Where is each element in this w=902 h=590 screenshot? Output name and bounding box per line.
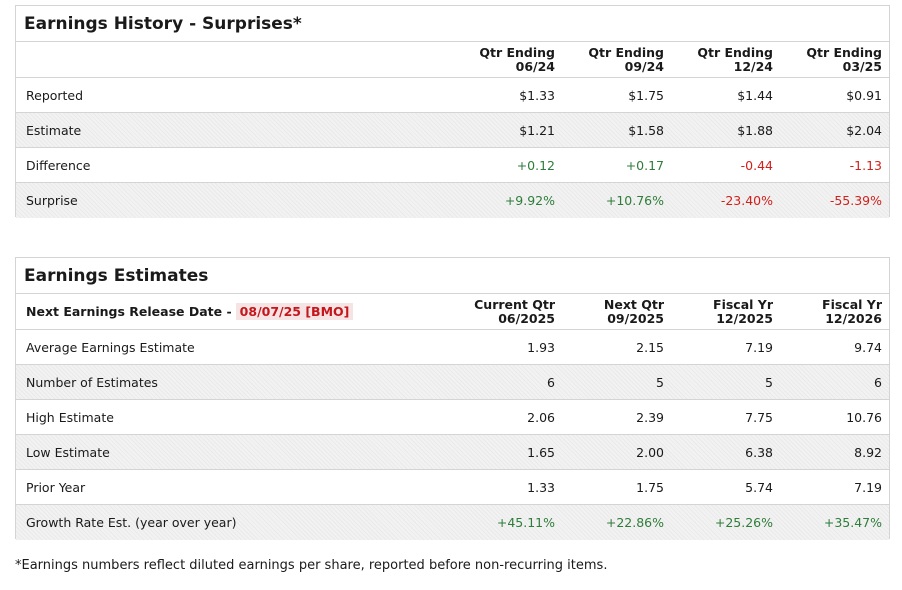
row-label: Prior Year [26,479,86,495]
table-cell: $1.58 [628,122,664,138]
table-row-surprise: Surprise +9.92% +10.76% -23.40% -55.39% [16,183,889,218]
table-cell: 6 [874,374,882,390]
table-cell: 2.15 [636,339,664,355]
table-cell: 10.76 [846,409,882,425]
table-cell: $1.21 [519,122,555,138]
table-row-growth-rate: Growth Rate Est. (year over year) +45.11… [16,505,889,540]
table-cell: 7.75 [745,409,773,425]
table-cell: $1.88 [737,122,773,138]
table-cell: 5.74 [745,479,773,495]
row-label: Estimate [26,122,82,138]
column-header: Qtr Ending 09/24 [588,44,664,74]
column-header: Fiscal Yr 12/2026 [822,296,882,326]
table-row-average-estimate: Average Earnings Estimate 1.93 2.15 7.19… [16,330,889,365]
table-cell: 7.19 [854,479,882,495]
next-release-date: 08/07/25 [BMO] [235,303,354,320]
table-cell: $1.44 [737,87,773,103]
row-label: Number of Estimates [26,374,158,390]
table-cell: -23.40% [720,193,773,208]
earnings-estimates-header-row: Next Earnings Release Date -08/07/25 [BM… [16,294,889,330]
table-cell: 9.74 [854,339,882,355]
row-label: High Estimate [26,409,114,425]
table-cell: 1.33 [527,479,555,495]
table-row-estimate: Estimate $1.21 $1.58 $1.88 $2.04 [16,113,889,148]
table-cell: $1.33 [519,87,555,103]
table-cell: 5 [765,374,773,390]
table-cell: +25.26% [714,515,773,530]
earnings-history-panel: Earnings History - Surprises* Qtr Ending… [15,5,890,218]
table-cell: +0.12 [516,157,555,173]
table-cell: 1.75 [636,479,664,495]
table-cell: 2.06 [527,409,555,425]
row-label: Difference [26,157,91,173]
table-cell: +35.47% [823,515,882,530]
table-cell: +22.86% [605,515,664,530]
table-cell: 7.19 [745,339,773,355]
table-cell: -0.44 [740,157,773,173]
table-row-difference: Difference +0.12 +0.17 -0.44 -1.13 [16,148,889,183]
table-cell: 6 [547,374,555,390]
row-label: Average Earnings Estimate [26,339,195,355]
table-cell: 1.93 [527,339,555,355]
table-cell: 2.39 [636,409,664,425]
table-row-prior-year: Prior Year 1.33 1.75 5.74 7.19 [16,470,889,505]
table-cell: +9.92% [504,193,555,208]
table-cell: 6.38 [745,444,773,460]
table-row-number-of-estimates: Number of Estimates 6 5 5 6 [16,365,889,400]
column-header: Qtr Ending 12/24 [697,44,773,74]
table-cell: +45.11% [496,515,555,530]
table-cell: +0.17 [625,157,664,173]
table-row-low-estimate: Low Estimate 1.65 2.00 6.38 8.92 [16,435,889,470]
column-header: Fiscal Yr 12/2025 [713,296,773,326]
earnings-estimates-title: Earnings Estimates [16,258,889,294]
table-cell: -1.13 [849,157,882,173]
table-cell: +10.76% [605,193,664,208]
row-label: Reported [26,87,84,103]
column-header: Qtr Ending 03/25 [806,44,882,74]
footnote: *Earnings numbers reflect diluted earnin… [15,558,608,573]
table-cell: -55.39% [829,193,882,208]
table-cell: 2.00 [636,444,664,460]
table-cell: $2.04 [846,122,882,138]
earnings-history-header-row: Qtr Ending 06/24 Qtr Ending 09/24 Qtr Endi… [16,42,889,78]
row-label: Low Estimate [26,444,110,460]
table-row-reported: Reported $1.33 $1.75 $1.44 $0.91 [16,78,889,113]
column-header: Current Qtr 06/2025 [474,296,555,326]
table-cell: 1.65 [527,444,555,460]
column-header: Next Qtr 09/2025 [603,296,664,326]
table-cell: $0.91 [846,87,882,103]
row-label: Growth Rate Est. (year over year) [26,515,237,530]
table-cell: 8.92 [854,444,882,460]
next-release-label: Next Earnings Release Date - [26,304,232,319]
table-row-high-estimate: High Estimate 2.06 2.39 7.75 10.76 [16,400,889,435]
earnings-estimates-panel: Earnings Estimates Next Earnings Release… [15,257,890,540]
row-label: Surprise [26,193,78,208]
next-release-cell: Next Earnings Release Date -08/07/25 [BM… [16,303,446,320]
table-cell: $1.75 [628,87,664,103]
earnings-history-title: Earnings History - Surprises* [16,6,889,42]
table-cell: 5 [656,374,664,390]
column-header: Qtr Ending 06/24 [479,44,555,74]
